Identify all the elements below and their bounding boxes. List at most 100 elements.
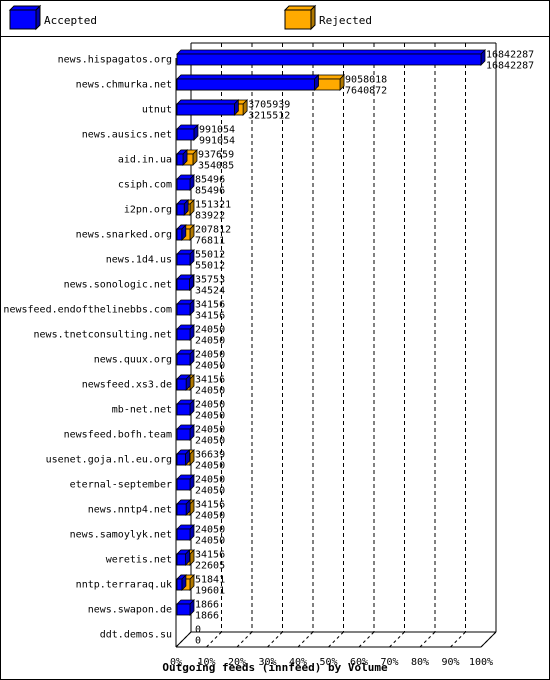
x-tick-label: 20% [228,657,246,668]
value-label-rejected: 24050 [195,461,225,472]
value-label-accepted: 24050 [195,325,225,336]
value-label-rejected: 22605 [195,561,225,572]
category-label: news.snarked.org [76,230,172,241]
value-label-accepted: 9058018 [345,75,387,86]
floor-tick-line [328,631,344,648]
category-label: nntp.terraraq.uk [76,580,172,591]
value-label-rejected: 24050 [195,336,225,347]
floor-left-edge [175,631,192,648]
category-label: news.nntp4.net [88,505,172,516]
category-label: usenet.goja.nl.eu.org [46,455,172,466]
category-label: news.1d4.us [106,255,172,266]
value-label-accepted: 34156 [195,300,225,311]
floor-tick-line [358,631,375,648]
bar-accepted [176,174,195,191]
category-label: news.tnetconsulting.net [34,330,172,341]
bar-rejected [176,499,192,516]
floor-tick-line [236,631,253,648]
bar-accepted [176,249,195,266]
bar-rejected-face [176,278,190,291]
floor-tick-line [450,631,466,648]
category-label: news.hispagatos.org [58,55,172,66]
bar-accepted [176,424,195,441]
floor-tick-line [206,631,222,648]
bar-rejected [176,74,320,91]
bar-rejected-face [176,228,183,241]
category-label: newsfeed.bofh.team [64,430,172,441]
floor-right-edge [480,631,497,648]
value-label-rejected: 55012 [195,261,225,272]
x-tick-label: 100% [469,657,493,668]
category-label: news.samoylyk.net [70,530,172,541]
value-label-accepted: 35753 [195,275,225,286]
value-label-accepted: 151321 [195,200,231,211]
x-tick-label: 80% [411,657,429,668]
bar-rejected [176,374,192,391]
value-label-accepted: 24050 [195,425,225,436]
category-label: newsfeed.xs3.de [82,380,172,391]
bar-rejected-face [176,378,187,391]
category-label: csiph.com [118,180,172,191]
legend-label-accepted: Accepted [44,14,97,27]
bar-rejected-face [176,553,187,566]
value-label-rejected: 1866 [195,611,219,622]
legend: Accepted Rejected [8,4,372,31]
bar-accepted [176,399,195,416]
value-label-rejected: 34156 [195,311,225,322]
floor-tick-line [419,631,436,648]
value-label-accepted: 3705939 [248,100,290,111]
bar-accepted-face [176,53,482,66]
value-label-accepted: 55012 [195,250,225,261]
category-label: news.ausics.net [82,130,172,141]
category-labels: news.hispagatos.org news.chmurka.net utnut… [3,55,172,641]
bar-rejected [176,149,189,166]
legend-swatch-accepted-top [8,5,42,11]
value-label-rejected: 24050 [195,361,225,372]
x-tick-label: 60% [350,657,368,668]
bar-accepted-top [176,49,486,55]
value-label-accepted: 991054 [199,125,235,136]
value-label-rejected: 24050 [195,511,225,522]
value-label-accepted: 207812 [195,225,231,236]
floor-tick-line [297,631,314,648]
value-label-rejected: 24050 [195,486,225,497]
category-label: news.chmurka.net [76,80,172,91]
value-label-accepted: 16842287 [486,50,534,61]
bar-rejected-face [176,203,185,216]
legend-item-accepted: Accepted [8,4,97,31]
category-label: news.quux.org [94,355,172,366]
bar-accepted [176,474,195,491]
value-label-accepted: 34156 [195,550,225,561]
value-label-accepted: 24050 [195,350,225,361]
category-label: weretis.net [106,555,172,566]
category-label: newsfeed.endofthelinebbs.com [3,305,172,316]
value-label-rejected: 76811 [195,236,225,247]
legend-item-rejected: Rejected [283,4,372,31]
legend-swatch-rejected [284,9,312,30]
value-label-rejected: 19601 [195,586,225,597]
bar-accepted-face [176,478,191,491]
value-label-accepted: 1866 [195,600,219,611]
bar-accepted [176,324,195,341]
x-tick-label: 30% [258,657,276,668]
gridlines [175,43,497,648]
bar-rejected-face [176,578,183,591]
x-tick-label: 40% [289,657,307,668]
floor-tick-line [389,631,405,648]
value-label-accepted: 0 [195,625,201,636]
category-label: i2pn.org [124,205,172,216]
x-tick-label: 0% [170,657,182,668]
value-label-rejected: 83922 [195,211,225,222]
category-label: news.sonologic.net [64,280,172,291]
bar-accepted-face [176,428,191,441]
value-label-accepted: 51841 [195,575,225,586]
value-label-rejected: 85496 [195,186,225,197]
bar-rejected-face [176,153,184,166]
value-label-accepted: 24050 [195,400,225,411]
value-label-accepted: 36639 [195,450,225,461]
x-tick-label: 10% [197,657,215,668]
bar-accepted-face [176,353,191,366]
